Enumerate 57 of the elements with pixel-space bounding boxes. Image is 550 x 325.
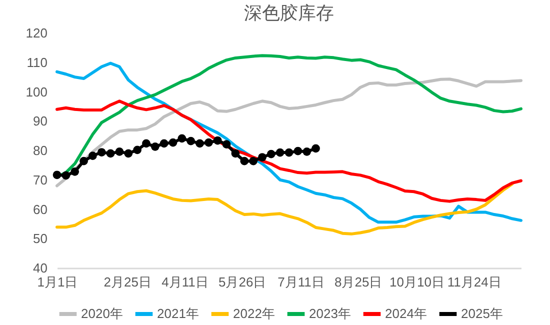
point <box>302 148 312 156</box>
point <box>88 152 97 160</box>
point <box>222 140 231 149</box>
point <box>178 134 186 143</box>
point <box>150 142 160 151</box>
x-tick-label: 7月11日 <box>278 274 324 290</box>
point <box>133 146 142 154</box>
point <box>62 171 70 180</box>
point <box>115 148 124 156</box>
x-tick-label: 1月1日 <box>37 274 78 290</box>
y-tick-label: 50 <box>33 231 48 246</box>
y-tick-label: 120 <box>26 26 48 40</box>
point <box>231 149 240 158</box>
point <box>276 148 284 157</box>
y-tick-label: 40 <box>33 260 48 276</box>
point <box>142 139 150 148</box>
legend-label: 2020年 <box>81 306 123 321</box>
point <box>213 136 222 145</box>
line-series <box>56 78 522 188</box>
legend-label: 2022年 <box>233 306 275 321</box>
y-tick-label: 90 <box>33 114 48 129</box>
point <box>294 146 302 156</box>
point <box>97 148 106 156</box>
point <box>266 150 276 158</box>
x-tick-label: 11月24日 <box>447 274 502 290</box>
y-tick-label: 70 <box>33 172 48 188</box>
point <box>160 139 168 148</box>
y-tick-label: 60 <box>33 202 48 217</box>
legend-label: 2025年 <box>461 306 503 321</box>
point <box>186 136 196 146</box>
chart-title: 深色胶库存 <box>244 3 334 23</box>
point <box>196 139 204 148</box>
point <box>204 138 213 147</box>
point <box>240 156 249 166</box>
point <box>52 170 62 180</box>
point <box>124 149 133 158</box>
point <box>249 156 258 166</box>
x-tick-label: 4月11日 <box>162 274 208 290</box>
point <box>70 167 80 176</box>
point <box>168 138 178 147</box>
legend-label: 2023年 <box>309 306 351 321</box>
point <box>106 149 115 158</box>
x-tick-label: 2月25日 <box>104 274 152 290</box>
y-tick-label: 100 <box>26 84 48 100</box>
line-series <box>56 182 514 236</box>
line-series <box>56 100 522 203</box>
x-tick-label: 10月10日 <box>390 274 444 290</box>
y-tick-label: 110 <box>26 54 48 70</box>
legend-label: 2024年 <box>385 306 427 321</box>
point <box>80 156 88 166</box>
legend-label: 2021年 <box>157 306 199 321</box>
x-tick-label: 5月26日 <box>218 274 266 290</box>
point <box>258 153 266 162</box>
point <box>312 144 320 153</box>
x-tick-label: 8月25日 <box>334 274 382 290</box>
y-tick-label: 80 <box>33 143 48 158</box>
point <box>284 148 294 157</box>
